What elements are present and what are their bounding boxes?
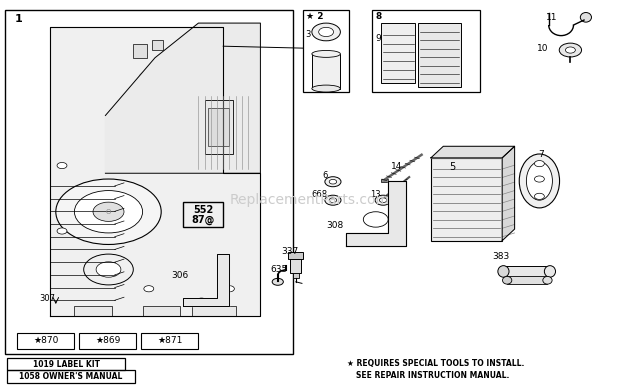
- Ellipse shape: [319, 27, 334, 37]
- Text: 1019 LABEL KIT: 1019 LABEL KIT: [33, 360, 100, 368]
- Circle shape: [329, 179, 337, 184]
- Ellipse shape: [158, 80, 183, 90]
- Bar: [17, 333, 74, 349]
- Bar: [303, 10, 349, 92]
- Circle shape: [329, 198, 337, 203]
- Bar: [503, 266, 550, 277]
- Bar: [381, 23, 415, 83]
- Circle shape: [379, 198, 387, 203]
- Circle shape: [93, 202, 124, 221]
- Text: 3: 3: [306, 30, 311, 39]
- Ellipse shape: [312, 50, 340, 57]
- Circle shape: [559, 43, 582, 57]
- Circle shape: [534, 193, 544, 199]
- Bar: [290, 258, 301, 273]
- Bar: [133, 44, 147, 58]
- Bar: [431, 158, 502, 241]
- Text: O: O: [106, 209, 111, 215]
- Ellipse shape: [312, 85, 340, 92]
- Circle shape: [565, 47, 575, 53]
- Circle shape: [272, 278, 283, 285]
- Text: 635: 635: [270, 265, 288, 274]
- Bar: [293, 273, 299, 278]
- Text: ★ REQUIRES SPECIAL TOOLS TO INSTALL.: ★ REQUIRES SPECIAL TOOLS TO INSTALL.: [347, 359, 525, 368]
- Ellipse shape: [498, 266, 509, 277]
- Bar: [507, 276, 547, 284]
- Ellipse shape: [312, 23, 340, 41]
- Text: 5: 5: [450, 162, 456, 172]
- Text: 6: 6: [323, 171, 328, 180]
- Circle shape: [363, 212, 388, 227]
- Bar: [372, 10, 480, 92]
- Polygon shape: [502, 146, 515, 241]
- Text: 1058 OWNER'S MANUAL: 1058 OWNER'S MANUAL: [19, 372, 123, 381]
- Ellipse shape: [502, 276, 512, 284]
- Text: SEE REPAIR INSTRUCTION MANUAL.: SEE REPAIR INSTRUCTION MANUAL.: [356, 371, 510, 380]
- Ellipse shape: [580, 13, 591, 22]
- Polygon shape: [183, 254, 229, 306]
- Text: 552: 552: [193, 205, 213, 215]
- Bar: [288, 252, 303, 259]
- Text: 7: 7: [538, 149, 544, 159]
- Text: ★ 2: ★ 2: [306, 12, 323, 21]
- Text: 8: 8: [376, 12, 382, 21]
- Text: 383: 383: [492, 251, 510, 261]
- Circle shape: [375, 195, 391, 205]
- Ellipse shape: [544, 266, 556, 277]
- Polygon shape: [105, 23, 260, 173]
- Circle shape: [56, 179, 161, 244]
- Bar: [418, 23, 461, 87]
- Text: 14: 14: [391, 162, 402, 171]
- Circle shape: [84, 254, 133, 285]
- Bar: [208, 108, 229, 146]
- Bar: [192, 306, 236, 316]
- Text: 306: 306: [171, 271, 188, 280]
- Text: 308: 308: [326, 221, 343, 230]
- Circle shape: [534, 176, 544, 182]
- Ellipse shape: [543, 276, 552, 284]
- Bar: [205, 100, 232, 154]
- Circle shape: [197, 298, 206, 304]
- Ellipse shape: [520, 154, 559, 208]
- Text: 87@: 87@: [192, 215, 215, 225]
- Bar: [74, 306, 112, 316]
- Circle shape: [74, 191, 143, 233]
- Circle shape: [57, 228, 67, 234]
- Text: 337: 337: [281, 246, 298, 256]
- Text: 11: 11: [546, 13, 557, 22]
- Ellipse shape: [526, 162, 552, 200]
- Polygon shape: [50, 27, 260, 316]
- Bar: [141, 333, 198, 349]
- Circle shape: [151, 72, 190, 97]
- Bar: [143, 306, 180, 316]
- Text: 668: 668: [311, 189, 327, 199]
- Text: ReplacementParts.com: ReplacementParts.com: [230, 193, 390, 207]
- Text: ★871: ★871: [158, 336, 183, 345]
- Circle shape: [96, 262, 121, 277]
- Bar: [79, 333, 136, 349]
- Text: ★870: ★870: [34, 336, 59, 345]
- Text: 307: 307: [39, 294, 55, 303]
- Circle shape: [144, 286, 154, 292]
- Circle shape: [136, 64, 205, 106]
- Bar: [312, 54, 340, 89]
- Bar: [7, 370, 135, 383]
- Text: 10: 10: [537, 44, 548, 53]
- Polygon shape: [431, 146, 515, 158]
- Bar: [5, 10, 293, 354]
- Polygon shape: [346, 181, 406, 246]
- Bar: [381, 179, 388, 182]
- Text: 9: 9: [376, 34, 381, 43]
- Bar: [183, 202, 223, 227]
- Circle shape: [325, 177, 341, 187]
- Circle shape: [325, 195, 341, 205]
- Bar: [152, 40, 163, 50]
- Text: 1: 1: [14, 14, 22, 24]
- Circle shape: [224, 286, 234, 292]
- Text: ★869: ★869: [96, 336, 121, 345]
- Text: 13: 13: [370, 189, 381, 199]
- Bar: [7, 358, 125, 370]
- Circle shape: [534, 161, 544, 167]
- Circle shape: [57, 162, 67, 169]
